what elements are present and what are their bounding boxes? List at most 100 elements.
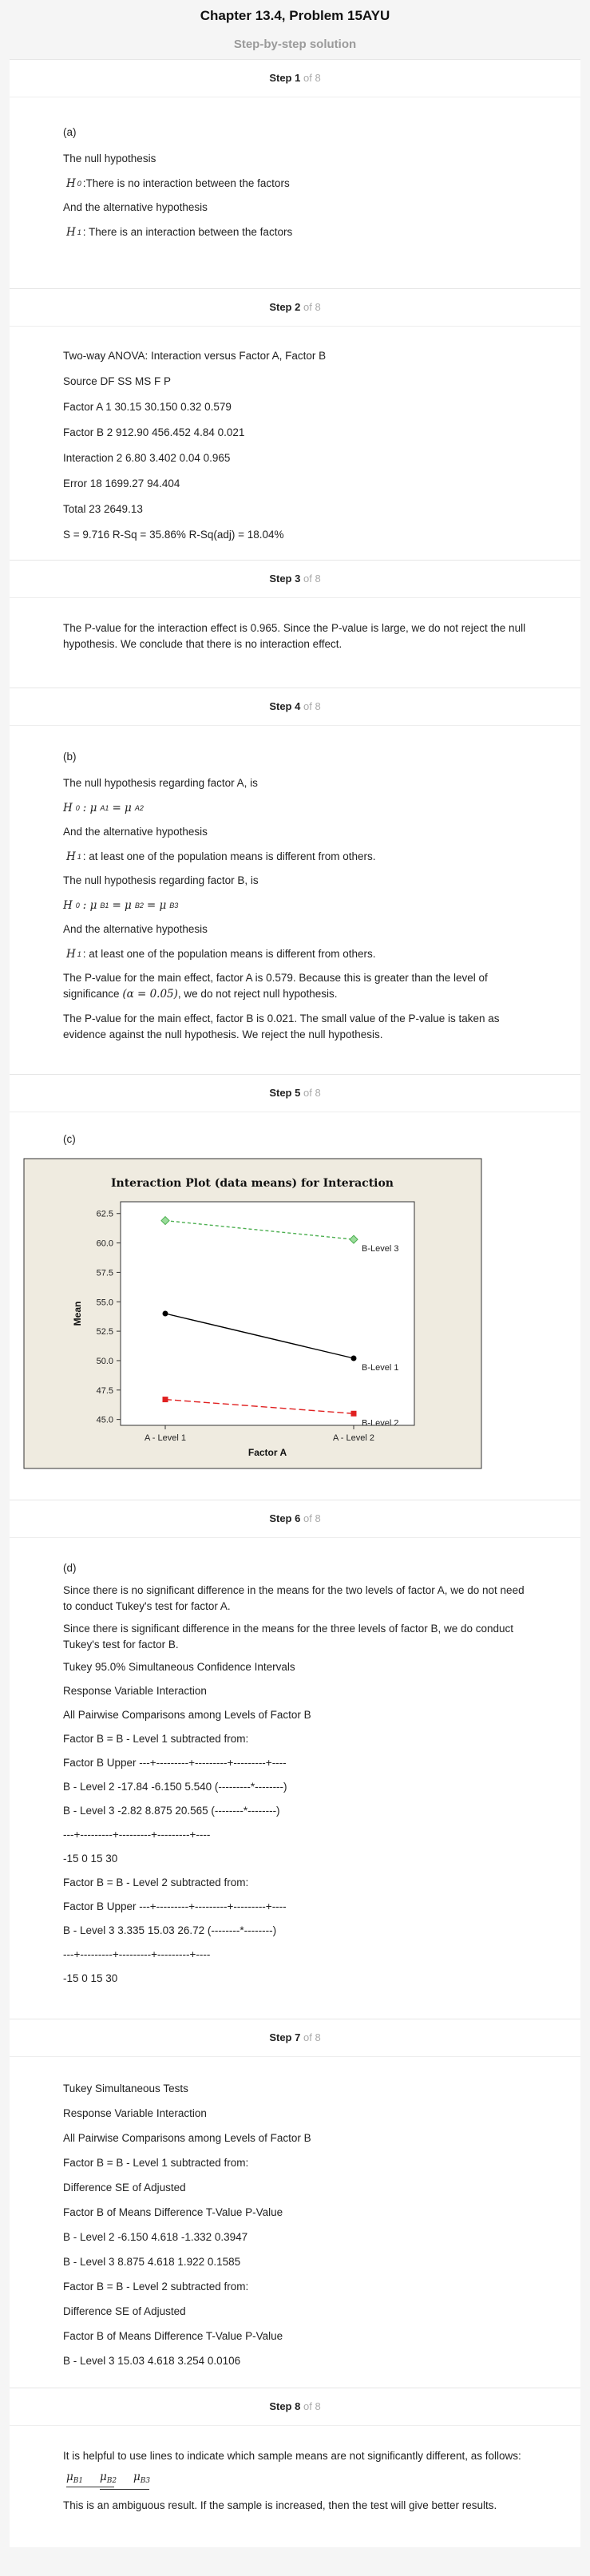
y-tick-label: 47.5 [97,1386,113,1396]
tukey-test-line: Difference SE of Adjusted [63,2182,186,2194]
data-point [350,1355,357,1361]
series-label: B-Level 2 [362,1418,398,1428]
text-paragraph: This is an ambiguous result. If the samp… [63,2499,497,2511]
text-paragraph: The P-value for the main effect, factor … [63,1013,500,1040]
x-tick-label: A - Level 2 [333,1433,374,1443]
anova-line: Factor B 2 912.90 456.452 4.84 0.021 [63,426,245,438]
page-subtitle: Step-by-step solution [233,38,357,51]
step-1-card: Step 1 of 8 (a) The null hypothesis H 0:T… [10,59,580,288]
tukey-line: B - Level 3 -2.82 8.875 20.565 (--------… [63,1805,280,1817]
tukey-test-line: Response Variable Interaction [63,2107,207,2119]
data-point [162,1310,168,1317]
tukey-line: B - Level 3 3.335 15.03 26.72 (--------*… [63,1924,277,1936]
tukey-line: Factor B Upper ---+---------+---------+-… [63,1757,287,1769]
tukey-test-line: B - Level 3 8.875 4.618 1.922 0.1585 [63,2256,241,2268]
tukey-line: -15 0 15 30 [63,1972,118,1984]
tukey-line: All Pairwise Comparisons among Levels of… [63,1709,311,1721]
y-tick-label: 45.0 [97,1416,113,1425]
y-tick-label: 50.0 [97,1357,113,1366]
tukey-test-line: B - Level 3 15.03 4.618 3.254 0.0106 [63,2355,241,2367]
text-line: And the alternative hypothesis [63,201,208,213]
text-paragraph: Since there is no significant difference… [63,1584,525,1612]
text-line: The null hypothesis regarding factor A, … [63,777,258,789]
series-line [164,1219,354,1240]
part-label: (d) [63,1562,77,1574]
null-hypothesis: H 0:There is no interaction between the f… [66,177,290,190]
data-point [349,1234,358,1244]
step-4-header: Step 4 of 8 [10,688,580,726]
step-1-header: Step 1 of 8 [10,60,580,97]
step-7-card: Step 7 of 8 Tukey Simultaneous Tests Res… [10,2019,580,2388]
text-line: And the alternative hypothesis [63,826,208,838]
text-paragraph: Since there is significant difference in… [63,1623,514,1651]
tukey-test-line: Tukey Simultaneous Tests [63,2083,188,2094]
anova-line: Source DF SS MS F P [63,375,172,387]
tukey-line: Factor B = B - Level 2 subtracted from: [63,1877,249,1888]
tukey-line: ---+---------+---------+---------+---- [63,1829,211,1841]
step-8-header: Step 8 of 8 [10,2388,580,2426]
tukey-test-line: Difference SE of Adjusted [63,2305,186,2317]
text-line: The null hypothesis [63,153,156,164]
tukey-test-line: B - Level 2 -6.150 4.618 -1.332 0.3947 [63,2231,248,2243]
part-label: (c) [63,1133,76,1145]
step-6-header: Step 6 of 8 [10,1500,580,1538]
step-5-header: Step 5 of 8 [10,1075,580,1112]
data-point [350,1410,357,1417]
part-label: (a) [63,126,77,138]
y-tick-label: 62.5 [97,1210,113,1219]
step-2-card: Step 2 of 8 Two-way ANOVA: Interaction v… [10,288,580,560]
anova-line: Interaction 2 6.80 3.402 0.04 0.965 [63,452,231,464]
y-axis-label: Mean [72,1302,83,1326]
step-6-card: Step 6 of 8 (d) Since there is no signif… [10,1500,580,2019]
data-point [160,1215,170,1226]
tukey-test-line: Factor B = B - Level 1 subtracted from: [63,2157,249,2169]
text-paragraph: It is helpful to use lines to indicate w… [63,2450,521,2462]
mean-grouping: μB1 μB2 μB3 [66,2469,527,2490]
text-paragraph: The P-value for the main effect, factor … [63,972,488,1001]
tukey-line: -15 0 15 30 [63,1853,118,1865]
text-line: The null hypothesis regarding factor B, … [63,874,259,886]
part-label: (b) [63,751,77,763]
step-3-header: Step 3 of 8 [10,561,580,598]
tukey-line: B - Level 2 -17.84 -6.150 5.540 (-------… [63,1781,287,1793]
step-3-card: Step 3 of 8 The P-value for the interact… [10,560,580,688]
x-axis-label: Factor A [248,1447,287,1458]
step-8-card: Step 8 of 8 It is helpful to use lines t… [10,2388,580,2547]
step-5-card: Step 5 of 8 (c) Interaction Plot (data m… [10,1074,580,1500]
anova-line: Two-way ANOVA: Interaction versus Factor… [63,350,327,362]
tukey-test-line: All Pairwise Comparisons among Levels of… [63,2132,311,2144]
tukey-line: Response Variable Interaction [63,1685,207,1697]
y-tick-label: 60.0 [97,1239,113,1249]
anova-line: Error 18 1699.27 94.404 [63,478,180,489]
plot-area [120,1201,415,1426]
y-tick-label: 52.5 [97,1327,113,1337]
x-tick-label: A - Level 1 [145,1433,186,1443]
series-line [164,1313,354,1359]
tukey-test-line: Factor B of Means Difference T-Value P-V… [63,2330,283,2342]
anova-line: Total 23 2649.13 [63,503,143,515]
step-7-header: Step 7 of 8 [10,2019,580,2057]
anova-line: S = 9.716 R-Sq = 35.86% R-Sq(adj) = 18.0… [63,529,284,541]
tukey-line: Tukey 95.0% Simultaneous Confidence Inte… [63,1661,295,1673]
plot-title: Interaction Plot (data means) for Intera… [111,1177,394,1190]
step-4-card: Step 4 of 8 (b) The null hypothesis rega… [10,688,580,1074]
page-header: Chapter 13.4, Problem 15AYU Step-by-step… [0,0,590,59]
series-label: B-Level 1 [362,1363,398,1373]
tukey-line: Factor B = B - Level 1 subtracted from: [63,1733,249,1745]
series-line [164,1398,354,1414]
interaction-plot: Interaction Plot (data means) for Intera… [23,1158,482,1469]
anova-line: Factor A 1 30.15 30.150 0.32 0.579 [63,401,232,413]
step-2-header: Step 2 of 8 [10,289,580,327]
series-label: B-Level 3 [362,1244,398,1254]
page-title: Chapter 13.4, Problem 15AYU [200,8,390,23]
tukey-test-line: Factor B = B - Level 2 subtracted from: [63,2281,249,2293]
data-point [162,1397,168,1403]
tukey-test-line: Factor B of Means Difference T-Value P-V… [63,2206,283,2218]
text-paragraph: The P-value for the interaction effect i… [63,622,526,650]
grouping-line [100,2489,149,2490]
